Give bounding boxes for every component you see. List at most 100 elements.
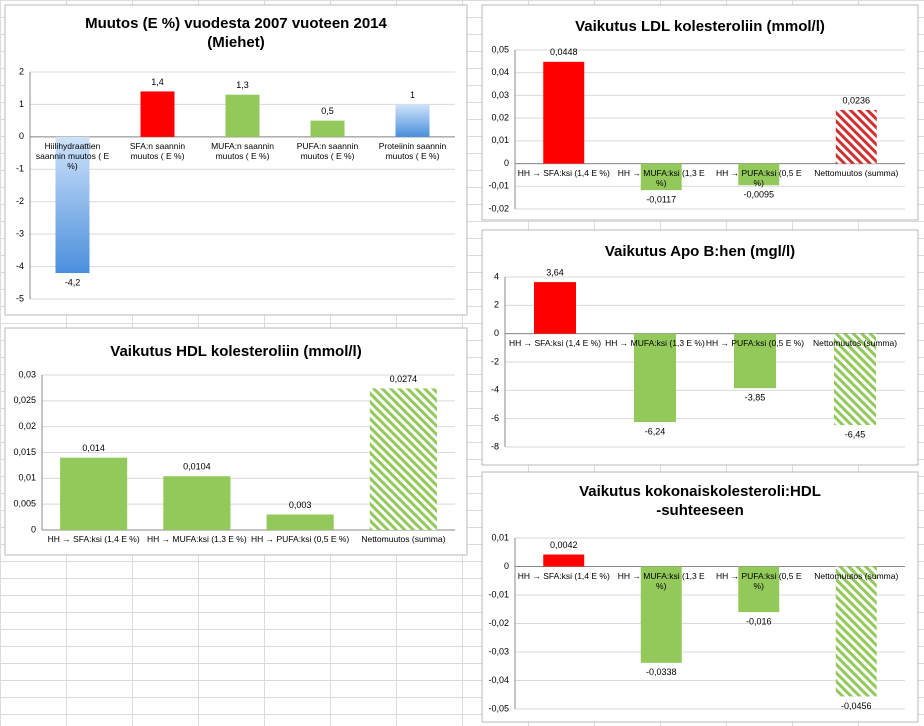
y-tick-label: -0,03: [488, 646, 509, 656]
x-tick-label-box: HH → PUFA:ksi (0,5 E %): [705, 337, 805, 348]
bar: [140, 91, 175, 137]
x-tick-label: SFA:n saannin muutos ( E %): [129, 140, 186, 161]
bar: [163, 476, 231, 530]
x-tick-label: PUFA:n saannin muutos ( E %): [296, 140, 359, 161]
x-tick-label: HH → SFA:ksi (1,4 E %): [517, 570, 610, 581]
x-tick-label-box: HH → SFA:ksi (1,4 E %): [508, 337, 602, 348]
y-tick-label: 0: [31, 524, 36, 534]
x-tick-label-box: HH → SFA:ksi (1,4 E %): [48, 534, 140, 544]
x-tick-label: HH → SFA:ksi (1,4 E %): [508, 337, 602, 348]
data-label: 0,0236: [842, 95, 870, 105]
x-tick-label-box: PUFA:n saannin muutos ( E %): [296, 140, 359, 161]
y-tick-label: -0,04: [488, 675, 509, 685]
bar: [738, 163, 780, 186]
data-label: 1: [410, 90, 415, 100]
x-tick-label-box: HH → PUFA:ksi (0,5 E %): [251, 534, 350, 544]
x-tick-label-box: HH → SFA:ksi (1,4 E %): [517, 167, 610, 178]
y-tick-label: 4: [494, 271, 499, 281]
y-tick-label: 0: [19, 131, 24, 141]
bar: [60, 457, 128, 530]
y-tick-label: 0,01: [18, 473, 36, 483]
y-tick-label: 0,02: [18, 421, 36, 431]
x-tick-label: HH → MUFA:ksi (1,3 E %): [617, 167, 705, 188]
x-tick-label-box: Nettomuutos (summa): [361, 534, 446, 544]
x-tick-label: HH → PUFA:ksi (0,5 E %): [716, 570, 802, 591]
x-tick-label-box: HH → PUFA:ksi (0,5 E %): [716, 570, 802, 591]
x-tick-label: HH → PUFA:ksi (0,5 E %): [705, 337, 805, 348]
bar: [640, 163, 682, 191]
bar: [835, 109, 877, 164]
y-tick-label: 0: [494, 328, 499, 338]
x-tick-label: Nettomuutos (summa): [361, 534, 446, 544]
x-tick-label-box: HH → MUFA:ksi (1,3 E %): [618, 571, 705, 591]
data-label: 0,0042: [550, 540, 578, 550]
bar: [634, 333, 676, 423]
y-tick-label: -0,05: [488, 703, 509, 713]
y-tick-label: 0: [504, 561, 509, 571]
y-tick-label: 0,05: [491, 44, 509, 54]
x-tick-label: MUFA:n saannin muutos ( E %): [211, 140, 274, 161]
y-tick-label: -6: [491, 413, 499, 423]
y-tick-label: -5: [16, 293, 24, 303]
chart-title: (Miehet): [207, 34, 265, 51]
y-tick-label: -0,02: [488, 618, 509, 628]
data-label: 0,003: [289, 500, 312, 510]
x-tick-label-box: Hiilihydraattien saannin muutos ( E %): [35, 140, 110, 171]
x-tick-label: HH → MUFA:ksi (1,3 E %): [605, 337, 705, 348]
chart-title: Vaikutus HDL kolesteroliin (mmol/l): [110, 343, 361, 360]
y-tick-label: 0,01: [491, 135, 509, 145]
x-tick-label: Proteiinin saannin muutos ( E %): [378, 140, 447, 161]
y-tick-label: -0,01: [488, 181, 509, 191]
y-tick-label: 0,005: [13, 499, 36, 509]
data-label: -0,0338: [646, 667, 677, 677]
y-tick-label: 0: [504, 158, 509, 168]
y-tick-label: 0,02: [491, 113, 509, 123]
x-tick-label: Hiilihydraattien saannin muutos ( E %): [35, 140, 110, 171]
x-tick-label: HH → SFA:ksi (1,4 E %): [517, 167, 610, 178]
y-tick-label: -0,01: [488, 589, 509, 599]
x-tick-label-box: HH → PUFA:ksi (0,5 E %): [716, 167, 802, 188]
data-label: 0,0104: [183, 462, 211, 472]
x-tick-label-box: HH → MUFA:ksi (1,3 E %): [617, 167, 705, 188]
chart-title: Vaikutus LDL kolesteroliin (mmol/l): [575, 18, 825, 35]
x-tick-label-box: HH → MUFA:ksi (1,3 E %): [605, 337, 705, 348]
y-tick-label: 0,01: [491, 532, 509, 542]
y-tick-label: -0,02: [488, 203, 509, 213]
x-tick-label-box: SFA:n saannin muutos ( E %): [129, 140, 186, 161]
data-label: 0,014: [82, 443, 105, 453]
bar: [369, 388, 437, 530]
y-tick-label: 0,03: [491, 90, 509, 100]
x-tick-label-box: HH → SFA:ksi (1,4 E %): [517, 570, 610, 581]
bar: [310, 120, 345, 137]
chart-title: Vaikutus kokonaiskolesteroli:HDL: [579, 483, 821, 500]
y-tick-label: -3: [16, 229, 24, 239]
bar: [543, 61, 585, 164]
y-tick-label: 2: [19, 66, 24, 76]
bar: [738, 566, 780, 613]
bar: [225, 94, 260, 137]
data-label: -3,85: [745, 393, 766, 403]
y-tick-label: -1: [16, 164, 24, 174]
chart-title: Vaikutus Apo B:hen (mgl/l): [605, 243, 795, 260]
x-tick-label-box: Proteiinin saannin muutos ( E %): [378, 140, 447, 161]
chart-title: -suhteeseen: [656, 502, 744, 519]
data-label: -0,0095: [743, 190, 774, 200]
x-tick-label: Nettomuutos (summa): [814, 167, 899, 178]
data-label: 0,5: [321, 106, 334, 116]
x-tick-label-box: Nettomuutos (summa): [814, 571, 898, 581]
chart-title: Muutos (E %) vuodesta 2007 vuoteen 2014: [85, 15, 387, 32]
y-tick-label: 1: [19, 99, 24, 109]
data-label: 1,3: [236, 80, 249, 90]
y-tick-label: -2: [491, 356, 499, 366]
y-tick-label: -4: [16, 261, 24, 271]
x-tick-label: HH → PUFA:ksi (0,5 E %): [251, 534, 350, 544]
x-tick-label: HH → PUFA:ksi (0,5 E %): [716, 167, 802, 188]
bar: [395, 104, 430, 137]
bar: [734, 333, 776, 389]
y-tick-label: 0,015: [13, 447, 36, 457]
bar: [534, 282, 576, 334]
data-label: -0,0456: [841, 701, 872, 711]
data-label: -6,24: [645, 426, 666, 436]
